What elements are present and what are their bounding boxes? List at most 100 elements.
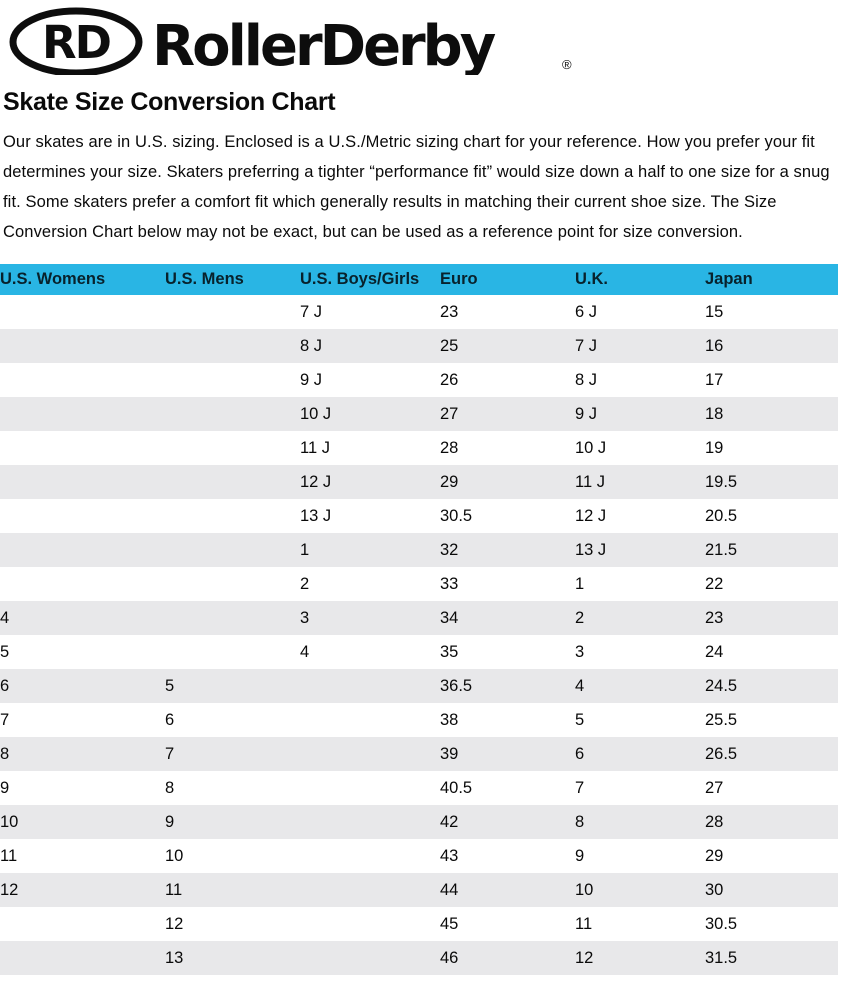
size-cell: 6 [575, 744, 585, 763]
size-cell: 12 [0, 880, 19, 899]
size-cell: 9 [0, 778, 10, 797]
size-cell: 18 [705, 404, 724, 423]
column-header-euro: Euro [440, 264, 575, 295]
size-cell [0, 363, 165, 397]
size-cell: 32 [440, 540, 459, 559]
size-cell: 7 [0, 710, 10, 729]
table-row: 9 J 26 8 J 17 [0, 363, 838, 397]
size-cell: 35 [440, 642, 459, 661]
size-cell: 9 [575, 846, 585, 865]
size-cell: 28 [440, 438, 459, 457]
registered-mark-icon: ® [562, 57, 572, 72]
size-cell: 13 J [575, 540, 607, 559]
size-cell: 23 [440, 302, 459, 321]
size-cell: 45 [440, 914, 459, 933]
size-cell: 8 J [575, 370, 598, 389]
logo-oval-icon [9, 7, 143, 77]
brand-logo: RD RollerDerby ® [0, 0, 843, 79]
column-header-us-mens: U.S. Mens [165, 264, 300, 295]
size-cell: 7 [165, 744, 175, 763]
size-cell [300, 805, 440, 839]
table-row: 12 45 11 30.5 [0, 907, 838, 941]
size-cell: 7 J [575, 336, 598, 355]
size-conversion-table: U.S. Womens U.S. Mens U.S. Boys/Girls Eu… [0, 264, 838, 975]
size-cell: 6 [165, 710, 175, 729]
size-cell [165, 465, 300, 499]
table-row: 13 J 30.5 12 J 20.5 [0, 499, 838, 533]
size-cell: 11 [165, 880, 183, 899]
table-row: 11 J 28 10 J 19 [0, 431, 838, 465]
size-cell: 10 J [300, 404, 332, 423]
logo-monogram: RD [42, 16, 110, 69]
page-title: Skate Size Conversion Chart [3, 88, 336, 116]
size-cell [0, 295, 165, 329]
size-cell: 30.5 [440, 506, 473, 525]
table-row: 12 11 44 10 30 [0, 873, 838, 907]
size-cell: 31.5 [705, 948, 738, 967]
size-table-header: U.S. Womens U.S. Mens U.S. Boys/Girls Eu… [0, 264, 838, 295]
size-cell: 8 J [300, 336, 323, 355]
size-cell: 10 [575, 880, 594, 899]
size-cell: 3 [300, 608, 310, 627]
size-cell [0, 329, 165, 363]
page-description: Our skates are in U.S. sizing. Enclosed … [3, 133, 830, 241]
size-cell: 7 J [300, 302, 323, 321]
table-row: 5 4 35 3 24 [0, 635, 838, 669]
column-header-uk: U.K. [575, 264, 705, 295]
size-cell [300, 771, 440, 805]
size-cell [0, 431, 165, 465]
size-cell: 30.5 [705, 914, 738, 933]
size-cell [0, 397, 165, 431]
size-cell: 10 J [575, 438, 607, 457]
size-cell: 24.5 [705, 676, 738, 695]
size-cell: 5 [575, 710, 585, 729]
size-cell: 40.5 [440, 778, 473, 797]
size-cell: 29 [440, 472, 459, 491]
size-cell: 21.5 [705, 540, 738, 559]
size-cell: 1 [300, 540, 310, 559]
table-row: 8 7 39 6 26.5 [0, 737, 838, 771]
table-row: 10 9 42 8 28 [0, 805, 838, 839]
size-cell [165, 295, 300, 329]
size-cell: 11 [0, 846, 18, 865]
size-cell: 9 [165, 812, 175, 831]
size-cell: 5 [0, 642, 10, 661]
size-cell [0, 941, 165, 975]
size-cell: 28 [705, 812, 724, 831]
size-cell [165, 601, 300, 635]
size-cell: 46 [440, 948, 459, 967]
size-cell [300, 907, 440, 941]
size-cell: 3 [575, 642, 585, 661]
size-cell: 30 [705, 880, 724, 899]
size-cell: 10 [165, 846, 184, 865]
size-cell: 7 [575, 778, 585, 797]
size-cell [165, 329, 300, 363]
size-cell: 8 [0, 744, 10, 763]
size-cell: 12 J [300, 472, 332, 491]
size-cell: 19 [705, 438, 724, 457]
table-row: 11 10 43 9 29 [0, 839, 838, 873]
table-row: 13 46 12 31.5 [0, 941, 838, 975]
size-cell: 11 [575, 914, 593, 933]
size-cell: 13 J [300, 506, 332, 525]
size-cell: 4 [300, 642, 310, 661]
size-cell: 4 [0, 608, 10, 627]
size-cell: 6 J [575, 302, 598, 321]
column-header-us-womens: U.S. Womens [0, 264, 165, 295]
size-cell: 25 [440, 336, 459, 355]
table-row: 8 J 25 7 J 16 [0, 329, 838, 363]
table-row: 10 J 27 9 J 18 [0, 397, 838, 431]
roller-derby-logo-icon: RD RollerDerby ® [9, 7, 572, 79]
size-cell: 13 [165, 948, 184, 967]
size-cell [165, 431, 300, 465]
size-cell: 19.5 [705, 472, 738, 491]
table-row: 4 3 34 2 23 [0, 601, 838, 635]
size-cell: 36.5 [440, 676, 473, 695]
size-cell: 12 [165, 914, 184, 933]
size-cell [0, 465, 165, 499]
size-cell: 27 [705, 778, 724, 797]
size-cell: 12 [575, 948, 594, 967]
logo-brand-text: RollerDerby [152, 14, 496, 75]
table-row: 6 5 36.5 4 24.5 [0, 669, 838, 703]
